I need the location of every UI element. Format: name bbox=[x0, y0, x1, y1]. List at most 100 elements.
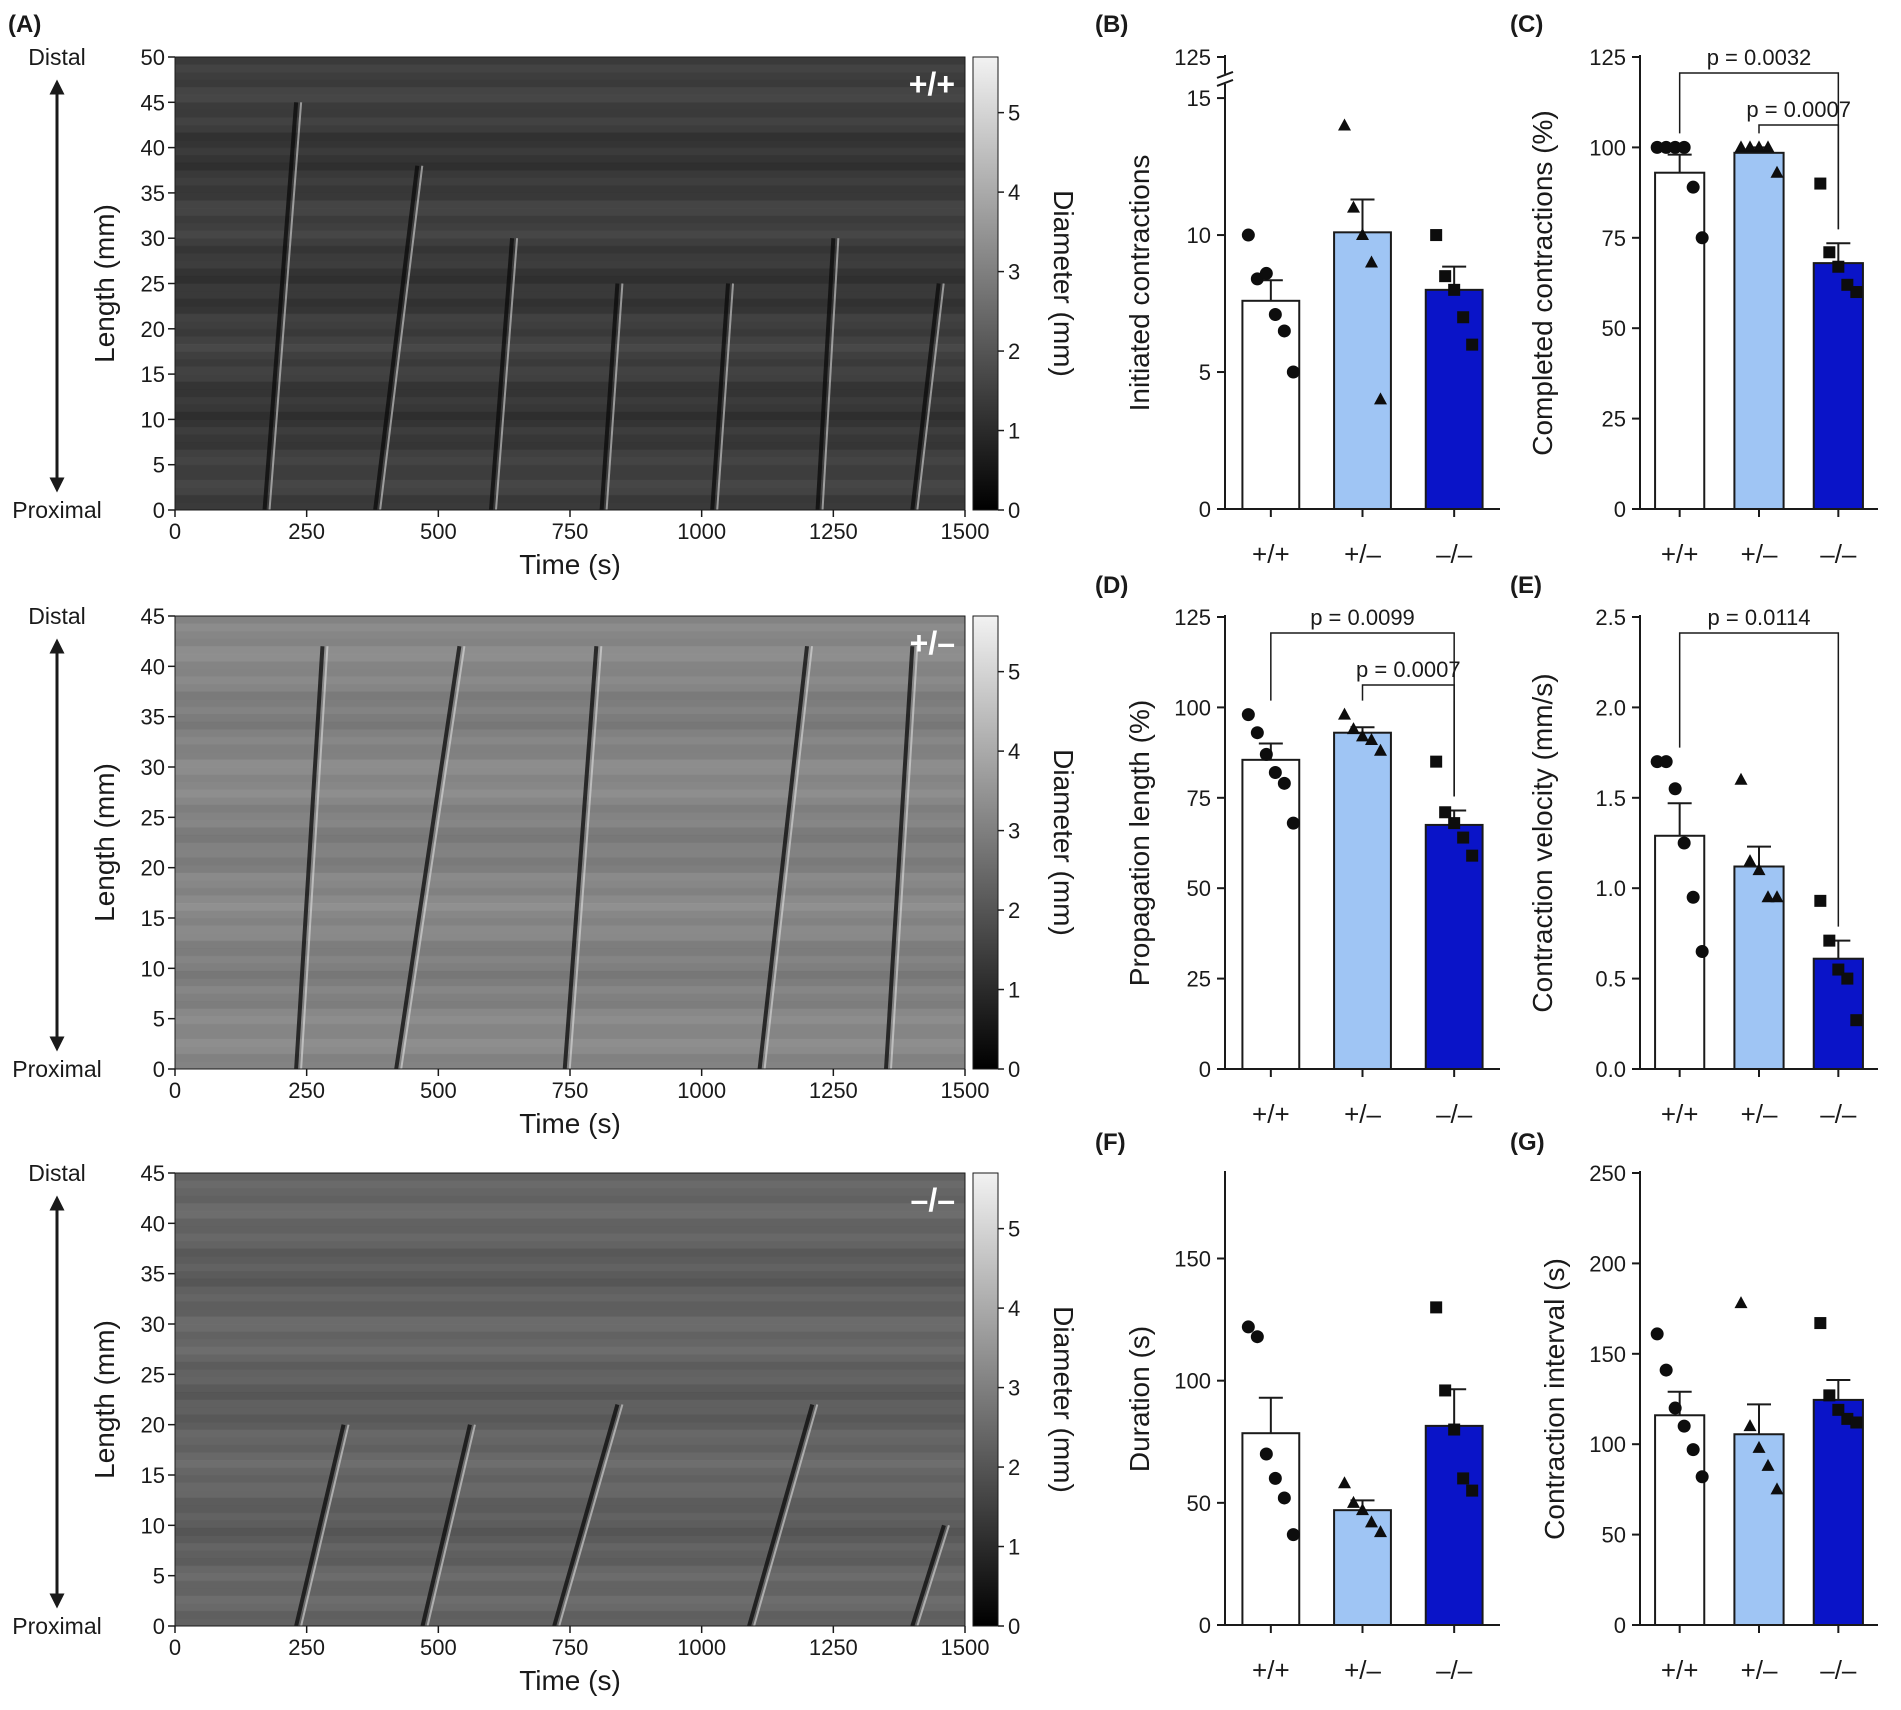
x-tick-label: 250 bbox=[288, 1635, 325, 1660]
kymograph-band bbox=[175, 1248, 965, 1257]
kymograph-band bbox=[175, 797, 965, 806]
x-axis-title: Time (s) bbox=[519, 1665, 621, 1696]
kymograph-band bbox=[175, 479, 965, 488]
p-value-label: p = 0.0114 bbox=[1708, 605, 1811, 630]
kymograph-band bbox=[175, 1278, 965, 1287]
data-point bbox=[1743, 1419, 1757, 1432]
y-axis-title: Propagation length (%) bbox=[1124, 700, 1155, 986]
data-point bbox=[1241, 228, 1255, 242]
kymograph-band bbox=[175, 1437, 965, 1446]
y-tick-label: 40 bbox=[141, 1211, 165, 1236]
proximal-label: Proximal bbox=[12, 1613, 101, 1639]
data-point bbox=[1668, 140, 1682, 154]
kymograph-band bbox=[175, 1173, 965, 1182]
x-tick-label: 1500 bbox=[941, 1635, 990, 1660]
data-point bbox=[1659, 140, 1673, 154]
contraction-wave bbox=[710, 283, 730, 511]
kymograph-band bbox=[175, 910, 965, 919]
kymograph-band bbox=[175, 759, 965, 768]
bar-panel-d: 0 25 50 75 100 125 +/+ +/– –/– Propagation length… bbox=[1095, 572, 1500, 1129]
y-tick-label: 0 bbox=[153, 1614, 165, 1639]
data-point bbox=[1457, 1472, 1470, 1485]
y-axis-title: Duration (s) bbox=[1124, 1326, 1155, 1472]
kymograph-band bbox=[175, 918, 965, 927]
significance-bracket bbox=[1361, 684, 1455, 797]
kymograph-band bbox=[175, 215, 965, 224]
y-tick-label: 15 bbox=[1187, 86, 1211, 111]
y-axis-title: Length (mm) bbox=[89, 763, 120, 922]
kymograph-band bbox=[175, 1218, 965, 1227]
genotype-label: –/– bbox=[911, 1182, 955, 1218]
x-tick-label: 1250 bbox=[809, 1635, 858, 1660]
p-value-label: p = 0.0099 bbox=[1310, 605, 1415, 630]
y-tick-label: 30 bbox=[141, 226, 165, 251]
data-point bbox=[1743, 140, 1757, 153]
data-point bbox=[1686, 180, 1700, 194]
data-point bbox=[1250, 726, 1264, 740]
contraction-wave-edge bbox=[558, 1404, 624, 1627]
category-label: +/+ bbox=[1661, 1655, 1699, 1685]
kymograph-band bbox=[175, 714, 965, 723]
kymograph-band bbox=[175, 434, 965, 443]
colorbar-tick-label: 3 bbox=[1008, 260, 1020, 285]
data-point bbox=[1286, 1528, 1300, 1542]
distal-label: Distal bbox=[28, 1160, 86, 1186]
data-point bbox=[1668, 782, 1682, 796]
kymograph-band bbox=[175, 834, 965, 843]
bar bbox=[1241, 758, 1301, 1070]
data-point bbox=[1338, 1476, 1351, 1489]
data-point bbox=[1439, 1384, 1452, 1397]
bar-panel-c: 0 25 50 75 100 125 +/+ +/– –/– Completed contract… bbox=[1510, 11, 1878, 569]
data-point bbox=[1832, 260, 1845, 273]
x-tick-label: 1250 bbox=[809, 1078, 858, 1103]
kymograph-band bbox=[175, 426, 965, 435]
x-tick-label: 750 bbox=[552, 519, 589, 544]
kymograph-band bbox=[175, 494, 965, 503]
contraction-wave-edge bbox=[568, 646, 603, 1070]
data-point bbox=[1761, 140, 1775, 153]
y-tick-label: 0 bbox=[1199, 1613, 1211, 1638]
kymograph-band bbox=[175, 147, 965, 156]
kymograph-band bbox=[175, 1535, 965, 1544]
kymograph-band bbox=[175, 872, 965, 881]
p-value-label: p = 0.0007 bbox=[1356, 657, 1461, 682]
bar bbox=[1733, 151, 1785, 510]
data-point bbox=[1770, 890, 1784, 903]
x-tick-label: 750 bbox=[552, 1635, 589, 1660]
data-point bbox=[1650, 140, 1664, 154]
kymograph-band bbox=[175, 94, 965, 103]
kymograph-band bbox=[175, 1203, 965, 1212]
x-tick-label: 1000 bbox=[677, 519, 726, 544]
kymograph-band bbox=[175, 253, 965, 262]
kymograph-band bbox=[175, 842, 965, 851]
kymograph-band bbox=[175, 351, 965, 360]
kymograph-band bbox=[175, 1023, 965, 1032]
data-point bbox=[1814, 1317, 1827, 1330]
data-point bbox=[1430, 1301, 1443, 1314]
kymograph-band bbox=[175, 502, 965, 511]
colorbar-tick-label: 2 bbox=[1008, 898, 1020, 923]
kymograph-band bbox=[175, 132, 965, 141]
bar bbox=[1333, 1509, 1392, 1627]
kymograph-band bbox=[175, 1293, 965, 1302]
y-tick-label: 100 bbox=[1174, 1369, 1211, 1394]
y-tick-label: 0 bbox=[1614, 1613, 1626, 1638]
kymograph-band bbox=[175, 1210, 965, 1219]
data-point bbox=[1466, 338, 1479, 351]
y-tick-label: 5 bbox=[153, 1007, 165, 1032]
y-tick-label: 35 bbox=[141, 181, 165, 206]
contraction-wave bbox=[757, 645, 809, 1070]
proximal-label: Proximal bbox=[12, 1056, 101, 1082]
y-tick-label: 45 bbox=[141, 604, 165, 629]
y-tick-label: 0 bbox=[1199, 1057, 1211, 1082]
y-axis-title: Contraction velocity (mm/s) bbox=[1527, 673, 1558, 1012]
contraction-wave-edge bbox=[379, 165, 424, 511]
kymograph-band bbox=[175, 260, 965, 269]
x-axis-title: Time (s) bbox=[519, 1108, 621, 1139]
x-tick-label: 0 bbox=[169, 519, 181, 544]
data-point bbox=[1668, 1401, 1682, 1415]
kymograph-band bbox=[175, 819, 965, 828]
kymograph-band bbox=[175, 925, 965, 934]
data-point bbox=[1430, 755, 1443, 768]
